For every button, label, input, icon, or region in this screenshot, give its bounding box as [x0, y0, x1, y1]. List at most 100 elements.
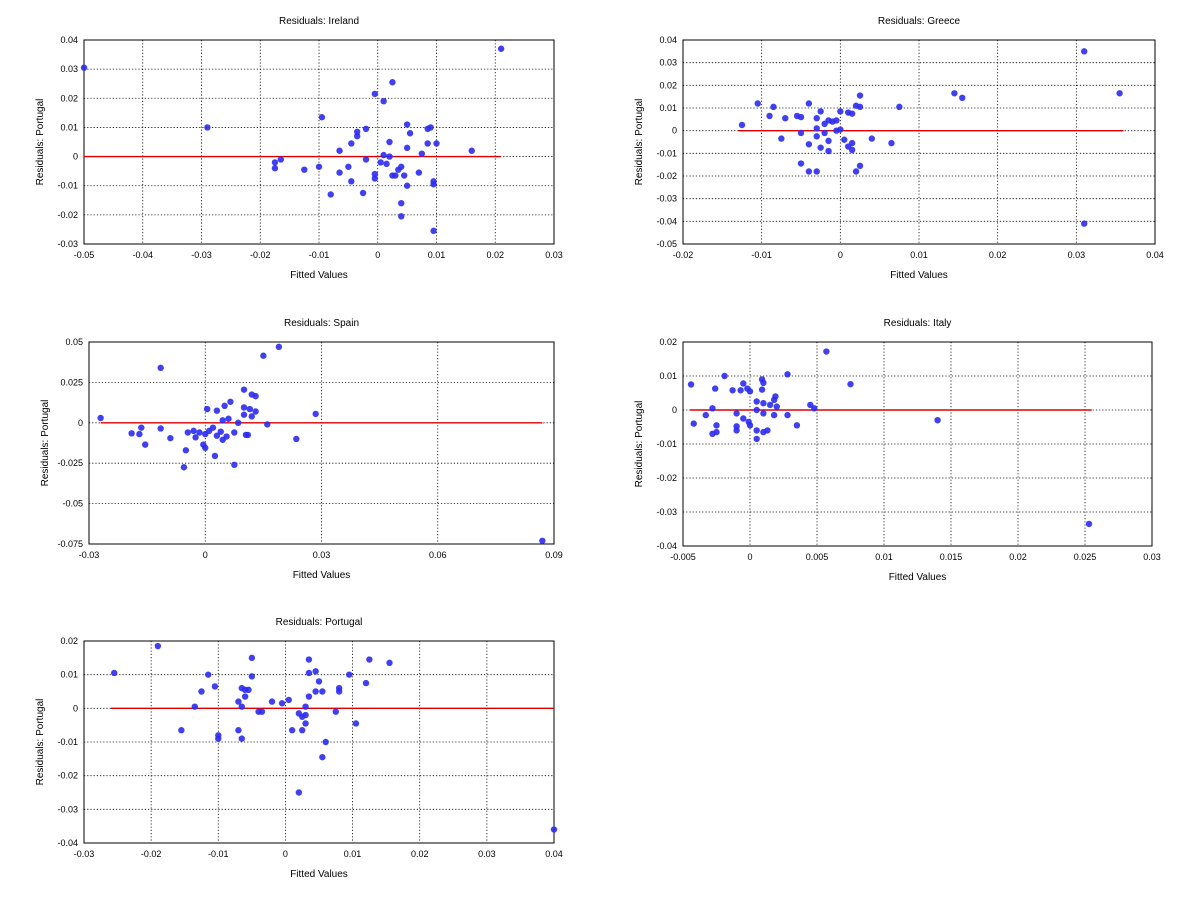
y-tick-label: 0.03 — [60, 64, 78, 74]
data-point — [380, 98, 387, 105]
data-point — [213, 432, 221, 439]
y-tick-label: 0 — [73, 152, 78, 162]
data-point — [202, 444, 209, 452]
data-point — [713, 428, 720, 436]
data-point — [837, 108, 844, 115]
data-point — [817, 108, 824, 115]
data-point — [782, 115, 789, 122]
data-point — [221, 402, 228, 410]
chart-title: Residuals: Portugal — [276, 617, 363, 628]
data-point — [740, 380, 747, 387]
data-point — [550, 826, 558, 833]
data-point — [225, 415, 232, 422]
y-tick-label: -0.01 — [57, 181, 78, 191]
data-point — [784, 411, 791, 419]
plot-area-frame — [88, 341, 555, 545]
data-point — [837, 126, 844, 133]
data-point — [754, 100, 761, 107]
data-point — [403, 121, 411, 128]
data-point — [336, 169, 343, 176]
data-point — [784, 371, 791, 378]
x-tick-label: 0.02 — [1009, 552, 1027, 562]
x-axis-label: Fitted Values — [290, 869, 348, 880]
data-point — [305, 669, 313, 677]
data-point — [359, 189, 367, 197]
data-point — [721, 372, 728, 380]
x-tick-label: -0.005 — [670, 552, 696, 562]
data-point — [406, 130, 414, 137]
data-point — [180, 464, 188, 471]
x-tick-label: 0 — [838, 250, 843, 260]
y-tick-label: -0.02 — [57, 771, 78, 781]
data-point — [271, 159, 279, 166]
data-point — [770, 103, 777, 111]
data-point — [702, 411, 709, 419]
data-point — [184, 429, 192, 436]
data-point — [315, 163, 323, 170]
data-point — [312, 668, 319, 675]
data-point — [240, 386, 248, 393]
data-point — [766, 112, 773, 120]
data-point — [202, 430, 209, 438]
data-point — [196, 429, 203, 436]
chart-panel-3: -0.03 0 0.03 0.06 0.09 -0.075 -0.05 -0.025 0 0.02… — [40, 318, 563, 581]
data-point — [234, 419, 242, 426]
data-point — [825, 147, 832, 155]
y-tick-label: 0.03 — [659, 58, 677, 68]
data-point — [746, 422, 754, 429]
data-point — [301, 166, 308, 173]
data-point — [753, 427, 760, 434]
data-point — [219, 436, 226, 443]
x-axis-label: Fitted Values — [290, 270, 348, 281]
x-tick-label: -0.03 — [74, 849, 95, 859]
data-point — [238, 735, 245, 742]
data-point — [1081, 48, 1088, 55]
y-tick-label: -0.03 — [656, 507, 677, 517]
data-point — [468, 147, 475, 154]
data-point — [737, 387, 744, 394]
y-tick-label: 0 — [672, 126, 677, 136]
data-point — [770, 396, 778, 403]
data-point — [821, 120, 828, 128]
data-point — [241, 693, 249, 700]
data-point — [353, 132, 361, 140]
x-tick-label: 0.03 — [313, 550, 331, 560]
data-point — [403, 182, 411, 189]
data-point — [362, 679, 370, 687]
data-point — [377, 159, 384, 166]
data-point — [497, 45, 505, 52]
x-tick-label: 0.01 — [910, 250, 928, 260]
data-point — [319, 688, 326, 695]
data-point — [288, 727, 296, 734]
x-tick-label: 0 — [283, 849, 288, 859]
data-point — [424, 140, 431, 147]
data-point — [154, 642, 162, 650]
y-tick-label: 0 — [73, 703, 78, 713]
data-point — [366, 656, 373, 663]
data-point — [278, 700, 286, 707]
y-tick-label: 0.02 — [659, 337, 677, 347]
y-tick-label: 0 — [672, 405, 677, 415]
data-point — [778, 135, 785, 142]
x-tick-label: 0 — [747, 552, 752, 562]
data-point — [157, 425, 164, 432]
data-point — [430, 227, 437, 235]
data-point — [817, 144, 824, 151]
chart-title: Residuals: Ireland — [279, 16, 359, 27]
data-point — [245, 686, 252, 694]
data-point — [760, 400, 767, 407]
data-point — [841, 136, 848, 143]
data-point — [729, 387, 736, 394]
x-tick-label: 0.03 — [545, 250, 563, 260]
data-point — [371, 170, 379, 178]
data-point — [951, 90, 958, 97]
data-point — [738, 121, 746, 129]
data-point — [246, 405, 254, 413]
data-point — [345, 163, 352, 170]
data-point — [1081, 220, 1088, 227]
x-tick-label: -0.01 — [208, 849, 229, 859]
data-point — [773, 403, 780, 410]
y-axis-label: Residuals: Portugal — [40, 400, 51, 487]
data-point — [362, 125, 370, 133]
x-tick-label: -0.01 — [309, 250, 330, 260]
